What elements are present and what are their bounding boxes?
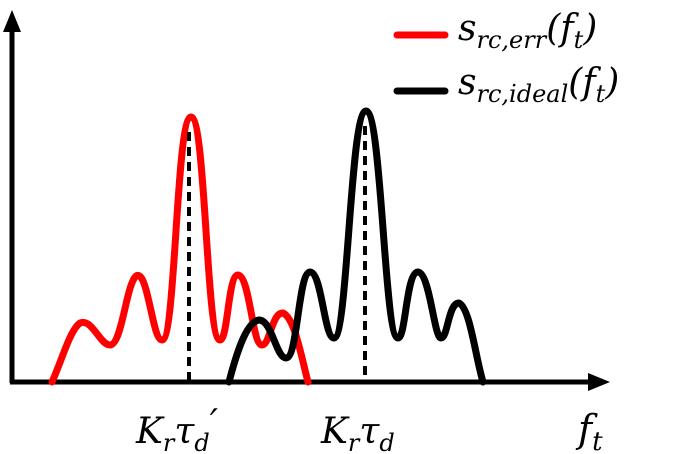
ideal-curve [225,107,487,386]
legend-err-base: s [458,8,476,49]
legend-ideal-label: src,ideal(ft) [458,62,619,108]
ideal-peak-label: Krτd [320,411,395,454]
err-peak-label-base: K [135,411,165,452]
err-peak-label: Krτd′ [135,403,218,454]
ideal-peak-label-base: K [320,411,350,452]
ideal-peak-label-sub2: d [379,429,394,454]
legend-err-sub: rc,err [476,26,547,54]
err-peak-label-sub2: d [194,429,209,454]
legend-ideal-open: ( [568,62,583,103]
err-peak-label-prime: ′ [210,403,218,444]
legend-ideal-base: s [458,62,476,103]
legend-ideal-close: ) [604,62,619,103]
err-peak-label-sub1: r [163,429,176,454]
err-peak-label-greek: τ [174,411,195,452]
x-axis-label-sub: t [592,427,603,454]
legend-err-open: ( [546,8,561,49]
ideal-peak-label-sub1: r [348,429,361,454]
x-axis-label: ft [575,407,603,454]
x-axis-arrow [588,373,610,391]
err-curve [48,113,312,386]
legend-ideal-arg-sub: t [596,80,606,108]
legend-err-close: ) [582,8,597,49]
ideal-peak-label-greek: τ [359,411,380,452]
legend: src,err(ft) src,ideal(ft) [393,8,619,108]
legend-ideal-sub: rc,ideal [476,80,568,108]
y-axis-arrow [3,10,21,32]
legend-err-label: src,err(ft) [458,8,597,54]
legend-err-arg-sub: t [574,26,584,54]
